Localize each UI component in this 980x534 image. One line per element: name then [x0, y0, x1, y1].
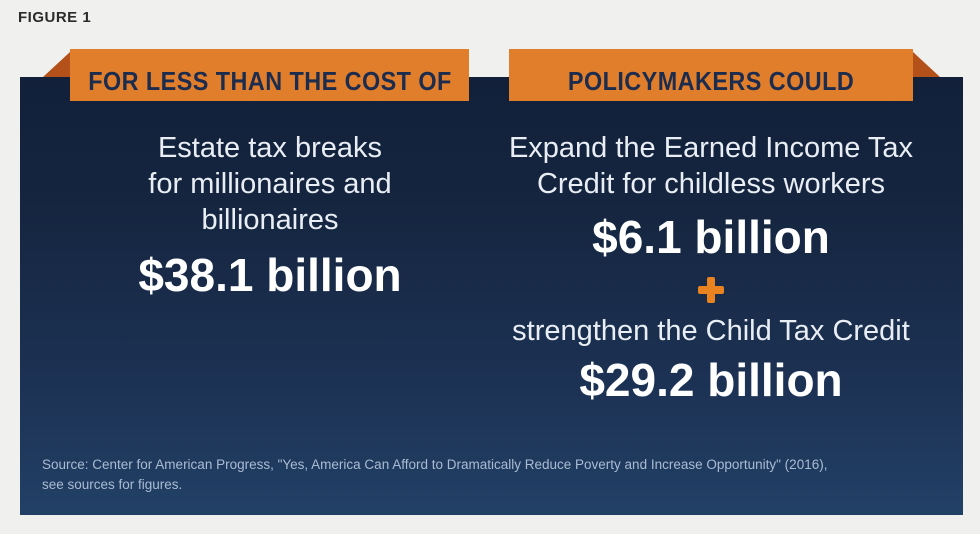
right-item1-amount: $6.1 billion	[592, 211, 830, 263]
ribbon-fold-right-icon	[913, 52, 940, 77]
banner-policymakers-label: POLICYMAKERS COULD	[567, 66, 855, 96]
right-column: Expand the Earned Income Tax Credit for …	[503, 130, 919, 405]
source-note-line: Source: Center for American Progress, "Y…	[42, 457, 828, 472]
left-description-line: billionaires	[201, 204, 339, 236]
right-item2-amount: $29.2 billion	[579, 354, 843, 406]
source-note: Source: Center for American Progress, "Y…	[42, 455, 827, 495]
right-item1-description-line: Expand the Earned Income Tax	[508, 132, 914, 164]
left-description-line: Estate tax breaks	[157, 132, 383, 164]
right-item1-description-line: Credit for childless workers	[536, 168, 886, 200]
left-description-line: for millionaires and	[148, 168, 392, 200]
banner-cost-label: FOR LESS THAN THE COST OF	[87, 66, 452, 96]
right-item2-description: strengthen the Child Tax Credit	[512, 315, 910, 347]
banner-cost: FOR LESS THAN THE COST OF	[70, 49, 469, 101]
infographic-panel	[20, 77, 963, 515]
left-column: Estate tax breaks for millionaires and b…	[60, 130, 480, 300]
ribbon-fold-left-icon	[43, 52, 70, 77]
banner-policymakers: POLICYMAKERS COULD	[509, 49, 913, 101]
left-amount: $38.1 billion	[138, 249, 402, 301]
plus-icon-vertical-bar	[707, 277, 715, 303]
figure-label: FIGURE 1	[18, 9, 92, 26]
plus-icon	[698, 277, 724, 303]
source-note-line: see sources for figures.	[42, 477, 183, 492]
